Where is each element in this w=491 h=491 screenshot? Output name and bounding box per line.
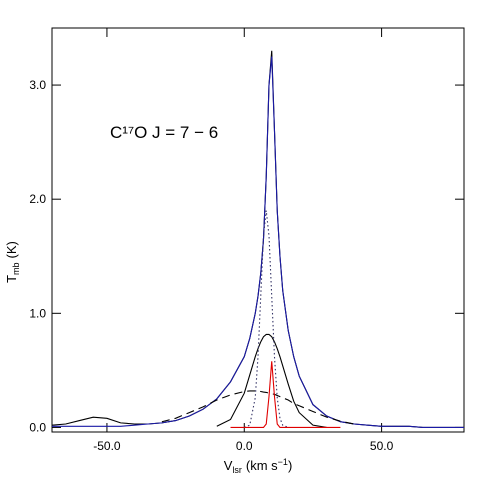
x-tick-label: 0.0 bbox=[236, 439, 253, 453]
y-label-sub: mb bbox=[11, 262, 21, 275]
series-line bbox=[230, 361, 341, 428]
x-label-sup: −1 bbox=[278, 457, 288, 467]
y-tick-label: 0.0 bbox=[29, 420, 46, 434]
annotation: C¹⁷O J = 7 − 6 bbox=[110, 123, 218, 142]
series-line bbox=[216, 333, 327, 428]
plot-frame bbox=[51, 27, 465, 433]
series-line bbox=[52, 56, 464, 428]
x-tick-label: 50.0 bbox=[370, 439, 394, 453]
x-label-close: ) bbox=[288, 458, 292, 473]
series-line bbox=[244, 210, 289, 428]
y-label-main: T bbox=[4, 275, 19, 283]
y-axis-label: Tmb (K) bbox=[4, 241, 21, 283]
y-tick-label: 1.0 bbox=[29, 306, 46, 320]
y-tick-label: 2.0 bbox=[29, 192, 46, 206]
x-label-main: V bbox=[224, 458, 233, 473]
x-label-sub: lsr bbox=[232, 465, 242, 475]
y-label-unit: (K) bbox=[4, 241, 19, 258]
series-line bbox=[51, 50, 464, 428]
series-line bbox=[161, 390, 355, 425]
y-tick-label: 3.0 bbox=[29, 78, 46, 92]
x-label-unit: (km s bbox=[246, 458, 278, 473]
x-axis-label: Vlsr (km s−1) bbox=[224, 457, 293, 475]
x-tick-label: -50.0 bbox=[93, 439, 121, 453]
